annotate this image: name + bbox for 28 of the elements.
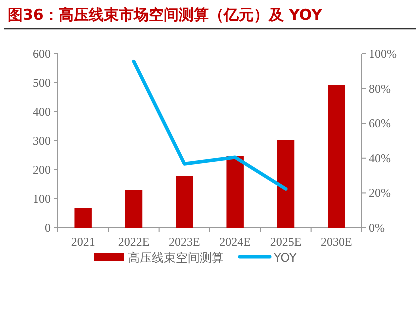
x-tick-label: 2023E [168, 235, 200, 249]
y-tick-label: 200 [33, 163, 51, 177]
bar [277, 140, 295, 228]
y-tick-label: 600 [33, 47, 51, 61]
chart-title: 图36：高压线束市场空间测算（亿元）及 YOY [8, 6, 324, 24]
y-tick-label: 400 [33, 105, 51, 119]
legend-label: 高压线束空间测算 [128, 251, 224, 265]
x-tick-label: 2025E [270, 235, 302, 249]
x-tick-label: 2030E [320, 235, 352, 249]
bar [226, 156, 244, 228]
y-tick-label: 100 [33, 192, 51, 206]
bar [125, 190, 143, 228]
bar [74, 208, 92, 228]
y-tick-label: 0 [45, 221, 51, 235]
y2-tick-label: 100% [369, 47, 397, 61]
y-tick-label: 300 [33, 134, 51, 148]
x-tick-label: 2022E [118, 235, 150, 249]
y-tick-label: 500 [33, 76, 51, 90]
y2-tick-label: 0% [369, 221, 385, 235]
y2-tick-label: 80% [369, 82, 391, 96]
y2-tick-label: 40% [369, 151, 391, 166]
x-tick-label: 2021 [71, 235, 96, 249]
x-tick-label: 2024E [220, 235, 252, 249]
y2-tick-label: 60% [369, 116, 391, 131]
y2-tick-label: 20% [369, 186, 391, 200]
bar [176, 176, 194, 228]
legend-label: YOY [273, 251, 298, 265]
bar [328, 85, 346, 228]
